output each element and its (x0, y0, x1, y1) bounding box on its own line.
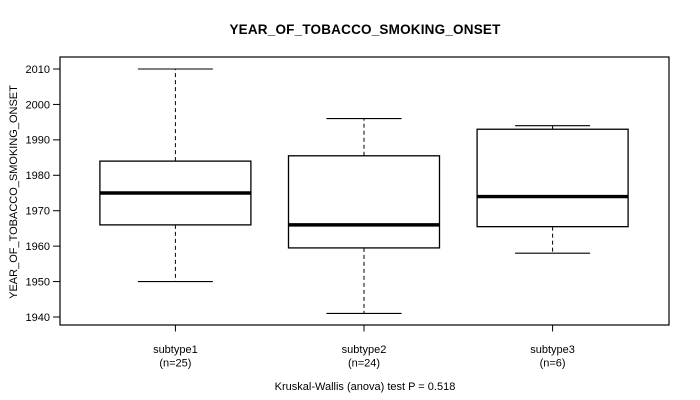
y-tick-label: 1940 (26, 312, 50, 324)
group-n-label-subtype2: (n=24) (348, 358, 380, 370)
y-axis-title: YEAR_OF_TOBACCO_SMOKING_ONSET (8, 85, 20, 299)
y-tick-label: 1950 (26, 276, 50, 288)
iqr-box-subtype3 (476, 128, 629, 228)
chart-title: YEAR_OF_TOBACCO_SMOKING_ONSET (229, 22, 501, 37)
stat-test-caption: Kruskal-Wallis (anova) test P = 0.518 (274, 381, 456, 393)
group-n-label-subtype1: (n=25) (159, 358, 191, 370)
y-tick-label: 1970 (26, 206, 50, 218)
y-tick-label: 1990 (26, 135, 50, 147)
group-label-subtype2: subtype2 (342, 344, 387, 356)
y-tick-label: 2010 (26, 64, 50, 76)
iqr-box-subtype2 (287, 155, 441, 249)
group-label-subtype1: subtype1 (153, 344, 198, 356)
y-tick-label: 2000 (26, 99, 50, 111)
group-n-label-subtype3: (n=6) (540, 358, 566, 370)
y-tick-label: 1960 (26, 241, 50, 253)
group-label-subtype3: subtype3 (530, 344, 575, 356)
y-tick-label: 1980 (26, 170, 50, 182)
